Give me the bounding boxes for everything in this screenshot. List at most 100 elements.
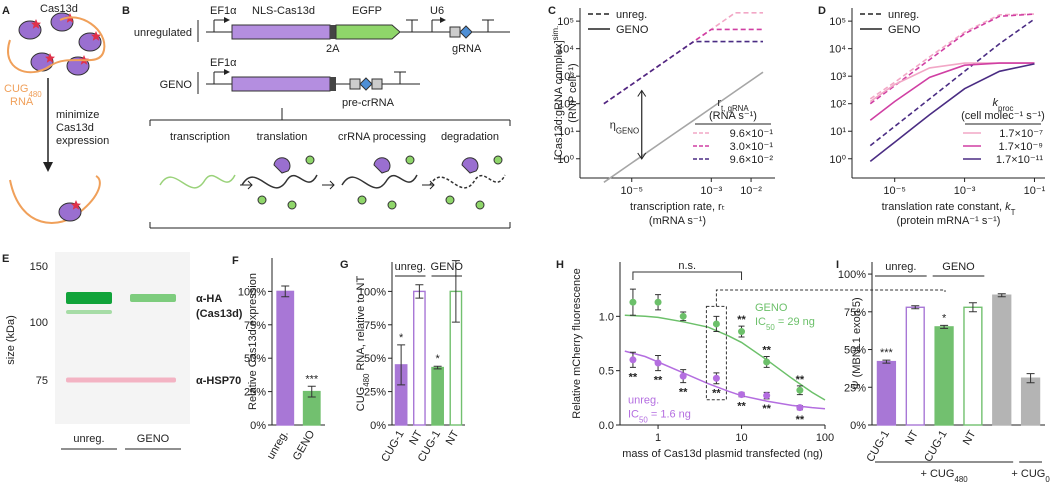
y-tick-label: 10² [830, 99, 846, 111]
mrna-icon [429, 174, 506, 189]
y-tick-label: 50% [244, 353, 266, 365]
error-bar [940, 324, 949, 329]
panel-letter: G [340, 259, 349, 271]
protein-icon [475, 200, 485, 210]
x-axis-label: (mRNA s⁻¹) [649, 215, 706, 227]
x-tick-label: 10⁻⁵ [620, 185, 643, 197]
condition-label: + CUG0 [1011, 468, 1050, 483]
mrna-icon [341, 174, 418, 189]
legend-label: 3.0×10⁻¹ [730, 141, 774, 153]
promoter-label: EF1α [210, 57, 237, 69]
action-text: expression [56, 135, 109, 147]
protein-icon [445, 195, 455, 205]
lane-label: GENO [137, 433, 170, 445]
bar [963, 306, 983, 426]
y-tick-label: 10³ [558, 71, 574, 83]
line [869, 62, 1035, 121]
y-tick-label: 75% [244, 320, 266, 332]
error-bar [433, 365, 442, 370]
rna-label: CUG480 [4, 83, 42, 99]
legend-label: 1.7×10⁻¹¹ [996, 154, 1043, 166]
y-tick-label: 100% [838, 269, 866, 281]
y-axis-label: CUG480 RNA, relative to NT [355, 275, 371, 411]
y-tick-label: 0% [370, 420, 386, 432]
rna [7, 16, 106, 74]
text-part: CUG [355, 387, 367, 411]
y-tick-label: 0% [250, 420, 266, 432]
line [603, 71, 764, 183]
label: Cas13d [40, 3, 78, 15]
construct-name: GENO [160, 79, 193, 91]
promoter-arrow [224, 17, 230, 23]
star [91, 31, 101, 41]
x-tick-label: NT [903, 428, 921, 447]
band-label: α-HSP70 [196, 375, 241, 387]
step-arrow [422, 180, 435, 190]
x-tick-label: 10 [735, 432, 747, 444]
step-label: transcription [170, 131, 230, 143]
reporter-label: EGFP [352, 5, 382, 17]
text-part: η [610, 120, 616, 132]
panel-letter: F [232, 255, 239, 267]
action-text: Cas13d [56, 122, 94, 134]
y-tick-label: 0% [850, 420, 866, 432]
step-label: crRNA processing [338, 131, 426, 143]
y-axis-label: Ψ (MBNL1 exon 5) [851, 297, 863, 389]
y-tick-label: 25% [244, 387, 266, 399]
cds-label: NLS-Cas13d [252, 5, 315, 17]
error-bar [968, 302, 977, 313]
significance: ** [654, 375, 663, 387]
y-tick-label: 10⁵ [557, 16, 574, 28]
y-tick-label: 10⁴ [829, 44, 846, 56]
point [654, 359, 662, 367]
construct-name: unregulated [134, 27, 192, 39]
significance: ** [762, 345, 771, 357]
legend-title: kproc [993, 97, 1014, 113]
legend-label: unreg. [888, 9, 919, 21]
error-bar [307, 385, 316, 398]
group-label: GENO [942, 261, 975, 273]
significance: ** [629, 371, 638, 383]
y-tick-label: 0.5 [599, 366, 614, 378]
y-tick-label: 10⁴ [557, 44, 574, 56]
text-part: GENO [616, 126, 639, 135]
point [654, 298, 662, 306]
bar [934, 326, 954, 426]
x-tick-label: NT [407, 428, 425, 447]
legend-label: 9.6×10⁻² [730, 154, 774, 166]
point [712, 320, 720, 328]
error-bar [997, 293, 1006, 298]
link [715, 289, 946, 307]
line [603, 28, 763, 105]
text-part: sim. [551, 26, 560, 41]
text-part: + CUG [921, 468, 955, 480]
action-text: minimize [56, 109, 99, 121]
bar [876, 360, 897, 426]
spacer [359, 77, 373, 91]
y-tick-label: 100% [358, 286, 386, 298]
protein-icon [257, 195, 267, 205]
text-part: proc [998, 104, 1013, 113]
x-tick-label: unreg. [265, 429, 291, 462]
step-label: translation [257, 131, 308, 143]
promoter-label: EF1α [210, 5, 237, 17]
repeat [371, 78, 383, 90]
significance: ** [796, 374, 805, 386]
text-part: CUG [4, 83, 28, 95]
cas13d-icon [373, 157, 391, 174]
bracket-label: n.s. [678, 260, 696, 272]
y-axis-label: (RNP cell⁻¹) [567, 63, 579, 122]
x-axis-label: mass of Cas13d plasmid transfected (ng) [622, 448, 823, 460]
rna [9, 175, 101, 224]
legend-label: unreg. [616, 9, 647, 21]
text-part: 50 [639, 415, 648, 424]
band [66, 310, 112, 314]
error-bar [397, 344, 406, 386]
y-tick-label: 10⁰ [557, 154, 574, 166]
point [738, 391, 746, 399]
y-tick-label: 50% [844, 345, 866, 357]
protein-icon [405, 155, 415, 165]
bar [431, 366, 444, 426]
x-tick-label: NT [444, 428, 462, 447]
